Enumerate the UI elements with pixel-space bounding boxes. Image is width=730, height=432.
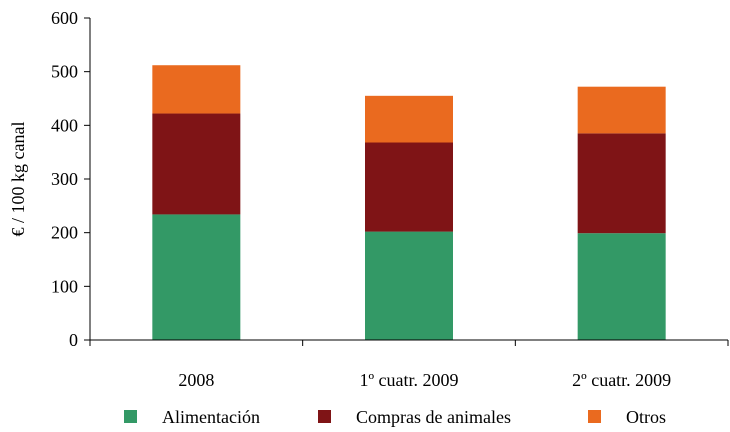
x-tick-label: 2008 [178,370,214,390]
legend-swatch [588,410,601,423]
bar-segment [365,231,453,340]
legend-swatch [318,410,331,423]
y-tick-label: 500 [51,62,78,82]
legend-label: Alimentación [162,407,260,427]
y-tick-label: 600 [51,8,78,28]
legend-label: Otros [626,407,666,427]
bar-segment [365,95,453,143]
bar-segment [577,133,666,234]
legend-label: Compras de animales [356,407,511,427]
y-tick-label: 400 [51,115,78,135]
y-tick-label: 300 [51,169,78,189]
y-tick-label: 200 [51,223,78,243]
bar-segment [577,86,666,134]
bar-segment [152,65,241,114]
y-tick-label: 100 [51,276,78,296]
bars-layer [152,65,666,340]
x-tick-label: 1º cuatr. 2009 [359,370,458,390]
bar-segment [152,214,241,340]
y-tick-label: 0 [69,330,78,350]
legend-swatch [124,410,137,423]
bar-segment [365,142,453,232]
bar-segment [577,233,666,340]
x-tick-label: 2º cuatr. 2009 [572,370,671,390]
x-ticks: 2008 1º cuatr. 2009 2º cuatr. 2009 [89,340,729,390]
y-axis-label: € / 100 kg canal [8,122,28,237]
legend: Alimentación Compras de animales Otros [124,407,666,427]
y-ticks: 0 100 200 300 400 500 600 [51,8,90,350]
bar-segment [152,113,241,215]
